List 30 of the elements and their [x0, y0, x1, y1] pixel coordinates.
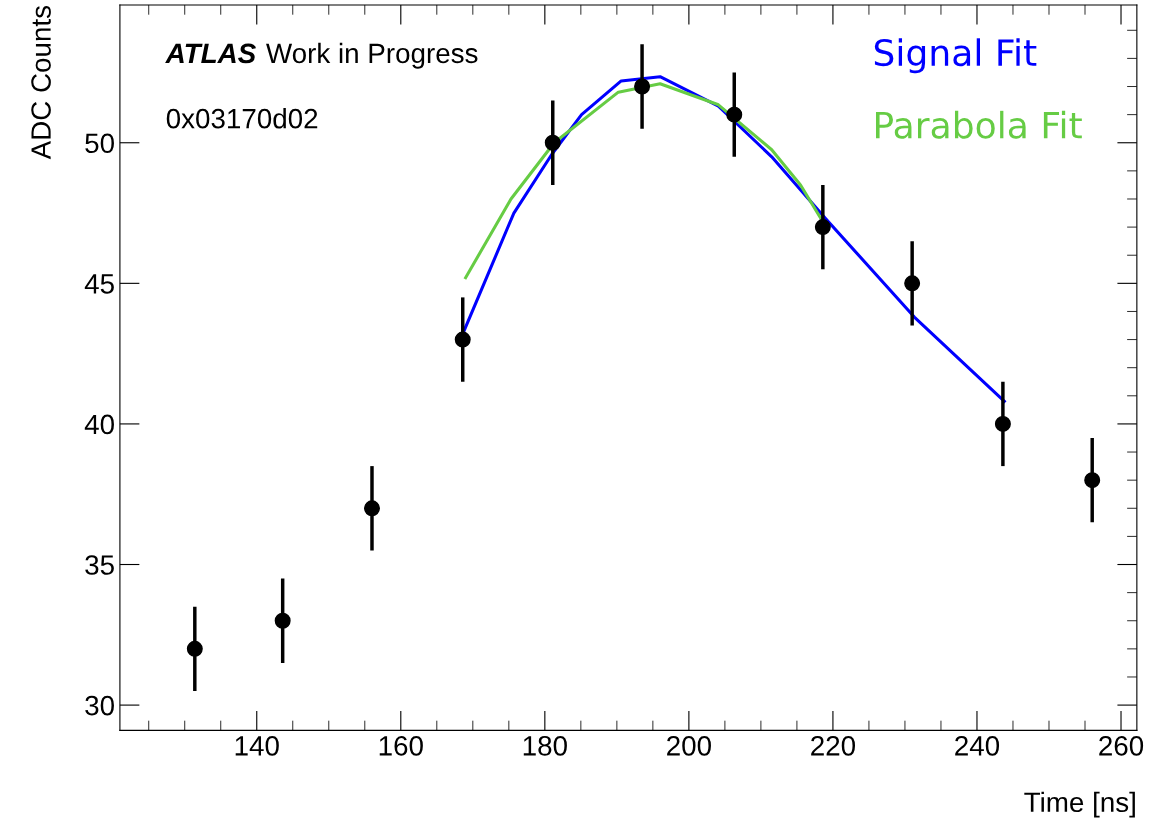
x-tick-label: 240 [955, 735, 1000, 756]
point [186, 640, 203, 657]
point [544, 134, 561, 151]
point [994, 415, 1011, 432]
x-tick-label: 140 [235, 735, 279, 756]
x-tick-label: 160 [379, 735, 423, 756]
point [904, 275, 921, 292]
annotation: 0x03170d02 [166, 108, 318, 129]
y-tick-label: 45 [84, 274, 114, 294]
point [814, 219, 831, 236]
point [364, 500, 380, 517]
y-tick-label: 35 [85, 555, 114, 575]
annotation: ATLAS [165, 43, 256, 64]
x-axis-title: Time [ns] [1024, 791, 1135, 818]
point [1084, 472, 1101, 489]
y-tick-label: 30 [85, 695, 114, 716]
point [274, 612, 291, 629]
y-tick-label: 40 [84, 414, 114, 435]
text: Parabola Fit [876, 110, 1082, 139]
annotation: Work in Progress [266, 42, 478, 69]
x-tick-label: 260 [1099, 735, 1144, 756]
point [454, 331, 471, 348]
x-tick-label: 200 [667, 735, 711, 756]
point [726, 106, 743, 123]
text: Signal Fit [874, 38, 1037, 74]
point [634, 78, 651, 95]
y-axis-title: ADC Counts [31, 5, 51, 160]
x-tick-label: 220 [811, 735, 856, 756]
x-tick-label: 180 [523, 735, 567, 756]
y-tick-label: 50 [85, 133, 114, 154]
